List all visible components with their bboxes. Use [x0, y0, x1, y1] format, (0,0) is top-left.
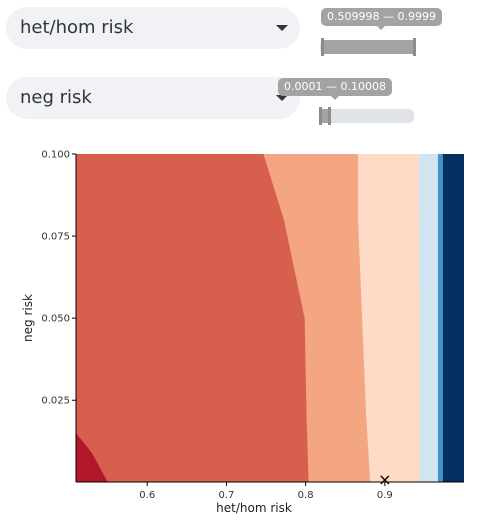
het-hom-risk-select[interactable]: het/hom risk [6, 7, 300, 49]
het-hom-risk-range-slider[interactable] [320, 38, 416, 56]
neg-risk-high-handle[interactable] [328, 107, 332, 125]
y-tick-label: 0.075 [41, 232, 70, 243]
contour-regions [76, 154, 464, 482]
x-axis-label: het/hom risk [216, 501, 292, 515]
het-hom-risk-select-value: het/hom risk [20, 17, 134, 38]
het-hom-risk-high-handle[interactable] [412, 38, 416, 56]
y-tick-label: 0.025 [41, 396, 70, 407]
y-axis-label: neg risk [21, 294, 35, 342]
y-tick-label: 0.100 [41, 150, 70, 161]
x-tick-label: 0.8 [298, 490, 314, 501]
chart-axes: 0.6 0.7 0.8 0.9 0.025 0.050 0.075 0.100 × [41, 150, 464, 501]
contour-region-dark-red [76, 433, 108, 482]
x-tick-label: 0.6 [139, 490, 155, 501]
het-hom-risk-range-fill [321, 40, 414, 54]
contour-chart: 0.6 0.7 0.8 0.9 0.025 0.050 0.075 0.100 × het/ho… [21, 150, 464, 515]
x-tick-label: 0.7 [218, 490, 234, 501]
x-marker: × [378, 470, 391, 489]
het-hom-risk-range-label: 0.509998 — 0.9999 [321, 8, 442, 30]
y-tick-label: 0.050 [41, 314, 70, 325]
neg-risk-low-handle[interactable] [319, 107, 323, 125]
neg-risk-range-slider[interactable] [319, 107, 414, 125]
het-hom-risk-low-handle[interactable] [320, 38, 324, 56]
neg-risk-range-label: 0.0001 — 0.10008 [278, 78, 392, 100]
neg-risk-select-value: neg risk [20, 87, 92, 108]
contour-region-navy [442, 154, 464, 482]
chevron-down-icon[interactable] [276, 95, 288, 101]
neg-risk-range-fill [320, 109, 330, 123]
x-tick-label: 0.9 [377, 490, 393, 501]
neg-risk-select[interactable]: neg risk [6, 77, 300, 119]
chevron-down-icon[interactable] [276, 25, 288, 31]
